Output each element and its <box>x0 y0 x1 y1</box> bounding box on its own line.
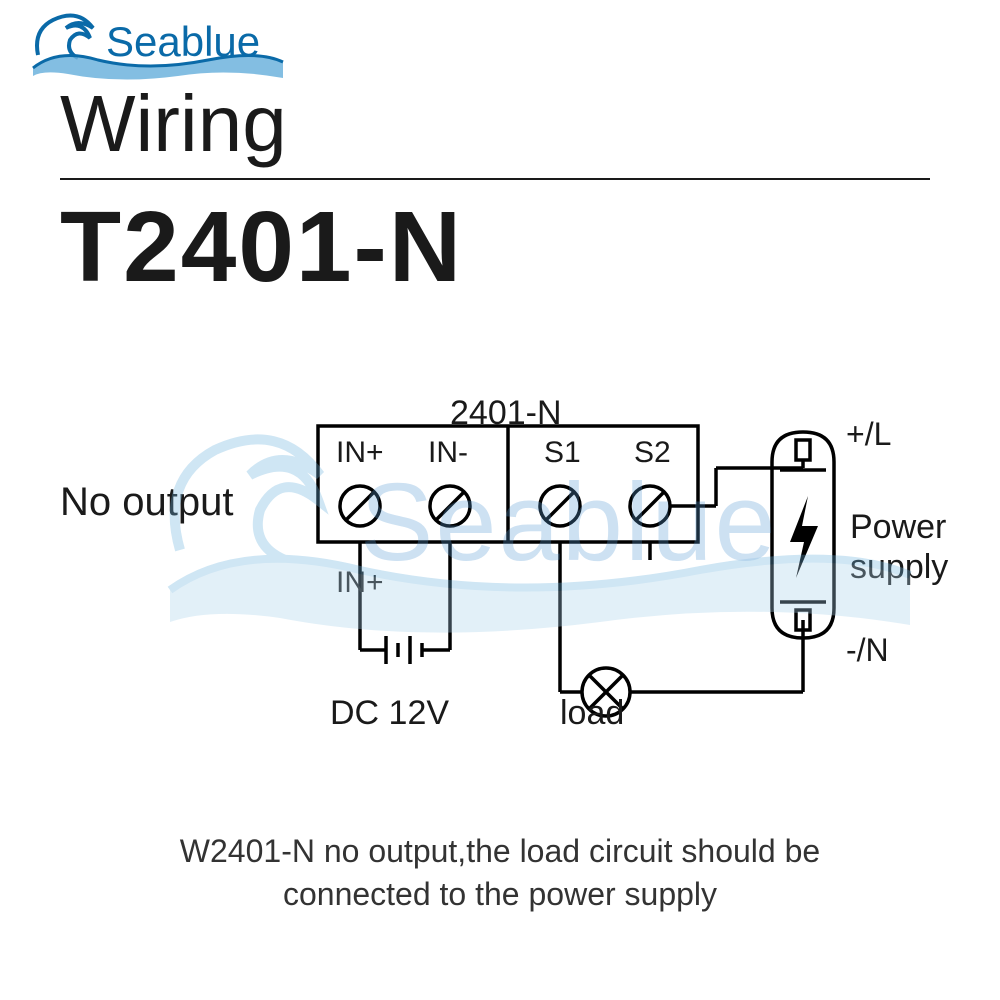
minus-n-label: -/N <box>846 632 889 669</box>
no-output-label: No output <box>60 480 233 525</box>
plus-l-label: +/L <box>846 416 891 453</box>
heading-rule <box>60 178 930 180</box>
wiring-diagram: 2401-N IN+ IN- S1 S2 No output IN+ DC 12… <box>0 350 1000 770</box>
in-plus-label: IN+ <box>336 436 384 470</box>
footer-note: W2401-N no output,the load circuit shoul… <box>0 830 1000 916</box>
footer-line-1: W2401-N no output,the load circuit shoul… <box>180 833 820 869</box>
load-label: load <box>560 694 624 733</box>
s1-label: S1 <box>544 436 581 470</box>
model-number: T2401-N <box>60 190 463 305</box>
dc12v-label: DC 12V <box>330 694 449 733</box>
terminal-in-plus <box>340 486 380 526</box>
module-id-label: 2401-N <box>450 394 562 433</box>
s2-label: S2 <box>634 436 671 470</box>
in-plus-below-label: IN+ <box>336 566 384 600</box>
brand-text: Seablue <box>106 18 260 65</box>
brand-logo: Seablue <box>28 10 288 85</box>
in-minus-label: IN- <box>428 436 468 470</box>
footer-line-2: connected to the power supply <box>283 876 717 912</box>
power-label-2: supply <box>850 548 948 587</box>
terminal-s1 <box>540 486 580 526</box>
section-heading: Wiring <box>60 78 287 174</box>
terminal-s2 <box>630 486 670 526</box>
terminal-in-minus <box>430 486 470 526</box>
power-label-1: Power <box>850 508 946 547</box>
